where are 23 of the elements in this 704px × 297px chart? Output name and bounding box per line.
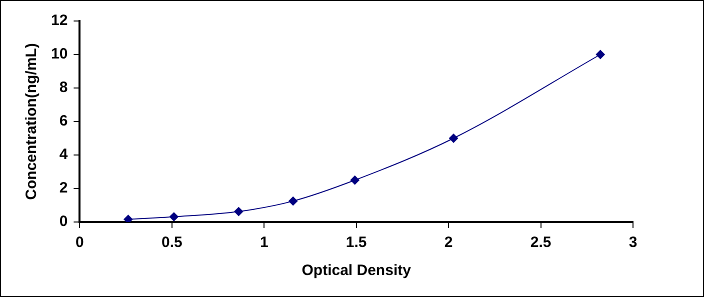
point [350, 176, 360, 185]
y-tick-label: 8 [59, 79, 68, 96]
point [449, 134, 458, 143]
x-tick-label: 0 [76, 234, 84, 252]
point [124, 214, 133, 222]
x-tick-label: 1.5 [346, 234, 367, 252]
x-tick-label: 2.5 [530, 234, 552, 252]
point [234, 207, 244, 216]
point [596, 50, 605, 59]
y-tick-label: 12 [50, 12, 68, 30]
y-tick-label: 0 [59, 213, 68, 230]
x-axis-title: Optical Density [302, 262, 412, 280]
point [288, 196, 298, 206]
x-tick-label: 3 [628, 234, 638, 252]
y-tick-label: 6 [59, 112, 68, 130]
x-tick-label: 0.5 [161, 234, 182, 252]
point [169, 212, 178, 222]
x-tick-label: 1 [260, 234, 268, 252]
y-axis-title: Concentration(ng/mL) [23, 43, 40, 200]
y-tick-label: 2 [59, 180, 68, 197]
x-tick-label: 2 [444, 234, 453, 252]
y-tick-label: 4 [59, 146, 68, 164]
y-tick-label: 10 [50, 46, 68, 63]
